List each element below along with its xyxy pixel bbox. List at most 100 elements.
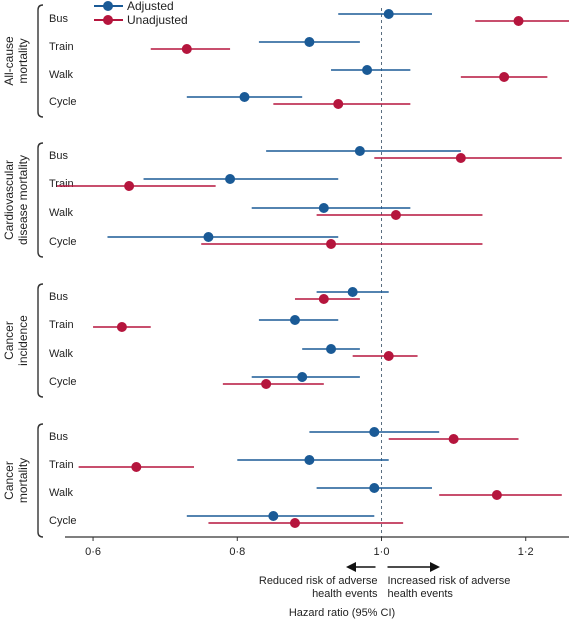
x-axis-title: Hazard ratio (95% CI) bbox=[289, 607, 395, 619]
row-walk: Walk bbox=[49, 344, 418, 361]
row-label: Walk bbox=[49, 487, 74, 499]
group-label: All-cause mortality bbox=[2, 36, 30, 86]
point-unadjusted bbox=[513, 16, 524, 26]
point-adjusted bbox=[268, 511, 279, 521]
annotation-increased-risk: health events bbox=[388, 588, 454, 600]
row-walk: Walk bbox=[49, 65, 548, 82]
row-label: Walk bbox=[49, 207, 74, 219]
row-train: Train bbox=[49, 455, 389, 472]
row-bus: Bus bbox=[49, 287, 389, 304]
point-adjusted bbox=[297, 372, 308, 382]
group-label: Cancer mortality bbox=[2, 458, 30, 503]
point-adjusted bbox=[318, 203, 329, 213]
point-unadjusted bbox=[116, 322, 127, 332]
point-adjusted bbox=[304, 37, 315, 47]
point-adjusted bbox=[239, 92, 250, 102]
point-unadjusted bbox=[261, 379, 272, 389]
legend-item-unadjusted: Unadjusted bbox=[94, 13, 188, 27]
point-unadjusted bbox=[390, 210, 401, 220]
legend-label-unadjusted: Unadjusted bbox=[127, 13, 188, 27]
point-adjusted bbox=[354, 146, 365, 156]
x-tick-label: 1·2 bbox=[518, 546, 534, 558]
point-unadjusted bbox=[326, 239, 337, 249]
point-unadjusted bbox=[181, 44, 192, 54]
row-train: Train bbox=[49, 315, 339, 332]
row-label: Bus bbox=[49, 431, 68, 443]
legend-item-adjusted: Adjusted bbox=[94, 0, 174, 13]
point-adjusted bbox=[383, 9, 394, 19]
point-unadjusted bbox=[318, 294, 329, 304]
point-unadjusted bbox=[289, 518, 300, 528]
row-bus: Bus bbox=[49, 427, 519, 444]
row-walk: Walk bbox=[49, 203, 483, 220]
row-label: Bus bbox=[49, 291, 68, 303]
row-label: Cycle bbox=[49, 515, 77, 527]
annotation-increased-risk: Increased risk of adverse bbox=[388, 575, 511, 587]
row-label: Train bbox=[49, 459, 74, 471]
group-4: Cancer mortality Bus Train Walk Cycle bbox=[2, 423, 562, 538]
row-walk: Walk bbox=[49, 483, 562, 500]
legend-label-adjusted: Adjusted bbox=[127, 0, 174, 13]
arrow-left-head bbox=[346, 562, 356, 572]
point-adjusted bbox=[347, 287, 358, 297]
row-label: Train bbox=[49, 319, 74, 331]
group-label: Cancer incidence bbox=[2, 315, 30, 366]
point-adjusted bbox=[289, 315, 300, 325]
group-label-line: All-cause bbox=[2, 36, 16, 86]
row-label: Walk bbox=[49, 348, 74, 360]
row-label: Bus bbox=[49, 150, 68, 162]
row-train: Train bbox=[49, 37, 360, 54]
group-label-line: mortality bbox=[16, 458, 30, 503]
point-adjusted bbox=[225, 174, 236, 184]
group-label-line: incidence bbox=[16, 315, 30, 366]
group-label-line: Cancer bbox=[2, 461, 16, 500]
row-label: Cycle bbox=[49, 376, 77, 388]
point-unadjusted bbox=[455, 153, 466, 163]
x-tick-label: 0·8 bbox=[229, 546, 245, 558]
point-unadjusted bbox=[448, 434, 459, 444]
row-label: Bus bbox=[49, 13, 68, 25]
group-bracket bbox=[37, 423, 44, 538]
point-adjusted bbox=[326, 344, 337, 354]
legend-swatch-dot-adjusted bbox=[103, 1, 113, 11]
point-adjusted bbox=[369, 427, 380, 437]
row-train: Train bbox=[49, 174, 339, 191]
point-unadjusted bbox=[491, 490, 502, 500]
annotation-reduced-risk: health events bbox=[312, 588, 378, 600]
point-unadjusted bbox=[131, 462, 142, 472]
point-unadjusted bbox=[333, 99, 344, 109]
group-1: All-cause mortality Bus Train Walk Cycle bbox=[2, 4, 569, 118]
row-label: Train bbox=[49, 41, 74, 53]
annotation-reduced-risk: Reduced risk of adverse bbox=[259, 575, 378, 587]
point-adjusted bbox=[304, 455, 315, 465]
point-unadjusted bbox=[124, 181, 135, 191]
point-adjusted bbox=[362, 65, 373, 75]
row-cycle: Cycle bbox=[49, 92, 411, 109]
group-label-line: mortality bbox=[16, 38, 30, 83]
x-tick-label: 0·6 bbox=[85, 546, 101, 558]
group-bracket bbox=[37, 283, 44, 398]
group-bracket bbox=[37, 4, 44, 118]
row-cycle: Cycle bbox=[49, 372, 360, 389]
row-cycle: Cycle bbox=[49, 232, 483, 249]
point-adjusted bbox=[203, 232, 214, 242]
point-unadjusted bbox=[383, 351, 394, 361]
group-3: Cancer incidence Bus Train Walk Cycle bbox=[2, 283, 418, 398]
group-label-line: Cancer bbox=[2, 321, 16, 360]
row-label: Train bbox=[49, 178, 74, 190]
group-label-line: Cardiovascular bbox=[2, 160, 16, 240]
group-label: Cardiovascular disease mortality bbox=[2, 155, 30, 245]
group-bracket bbox=[37, 142, 44, 258]
x-tick-label: 1·0 bbox=[374, 546, 390, 558]
row-label: Walk bbox=[49, 69, 74, 81]
row-cycle: Cycle bbox=[49, 511, 404, 528]
row-label: Cycle bbox=[49, 96, 77, 108]
row-label: Cycle bbox=[49, 236, 77, 248]
plot-area: All-cause mortalityBusTrainWalkCycleCardi… bbox=[2, 4, 569, 538]
group-2: Cardiovascular disease mortality Bus Train W… bbox=[2, 142, 562, 258]
point-unadjusted bbox=[499, 72, 510, 82]
legend-swatch-dot-unadjusted bbox=[103, 15, 113, 25]
row-bus: Bus bbox=[49, 146, 562, 163]
group-label-line: disease mortality bbox=[16, 155, 30, 245]
